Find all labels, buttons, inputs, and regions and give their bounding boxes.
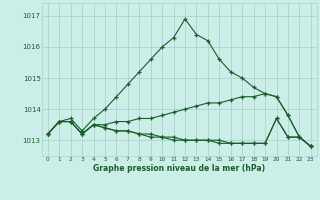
X-axis label: Graphe pression niveau de la mer (hPa): Graphe pression niveau de la mer (hPa): [93, 164, 265, 173]
